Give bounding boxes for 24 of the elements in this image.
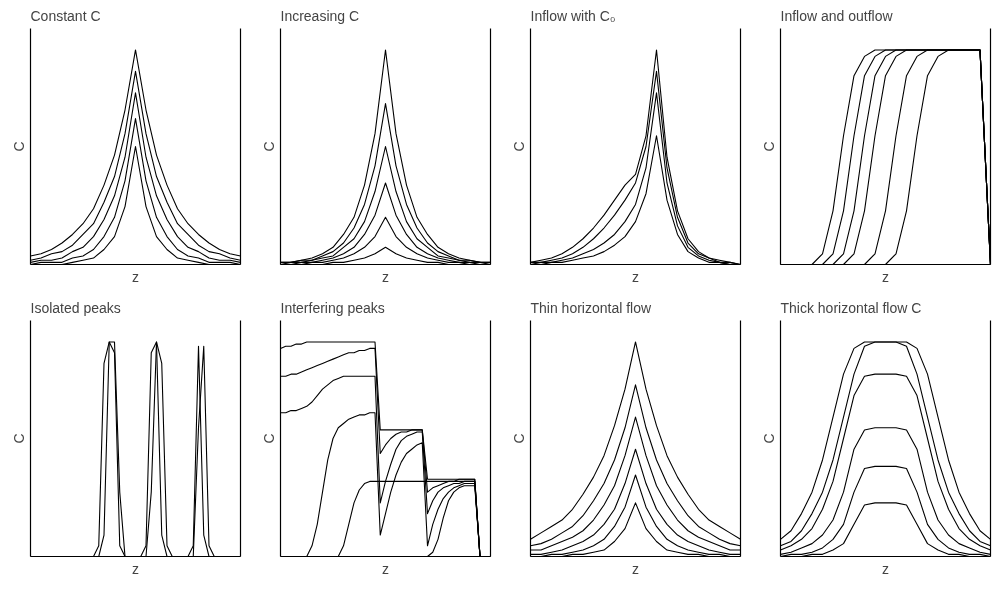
y-axis-title: C [10, 141, 27, 152]
chart-title: Isolated peaks [30, 299, 121, 316]
chart-title: Inflow with C₀ [530, 7, 616, 24]
y-axis-title: C [510, 141, 527, 152]
chart-title: Increasing C [280, 7, 360, 24]
x-axis-title: z [882, 268, 889, 285]
x-axis-title: z [632, 268, 639, 285]
chart-title: Thick horizontal flow C [780, 299, 922, 316]
x-axis-title: z [132, 268, 139, 285]
x-axis-title: z [132, 560, 139, 577]
chart-title: Constant C [30, 7, 101, 24]
x-axis-title: z [632, 560, 639, 577]
x-axis-title: z [882, 560, 889, 577]
x-axis-title: z [382, 268, 389, 285]
y-axis-title: C [510, 433, 527, 444]
x-axis-title: z [382, 560, 389, 577]
y-axis-title: C [760, 141, 777, 152]
y-axis-title: C [260, 141, 277, 152]
chart-title: Inflow and outflow [780, 7, 894, 24]
chart-title: Interfering peaks [280, 299, 385, 316]
chart-title: Thin horizontal flow [530, 299, 652, 316]
y-axis-title: C [10, 433, 27, 444]
y-axis-title: C [260, 433, 277, 444]
y-axis-title: C [760, 433, 777, 444]
